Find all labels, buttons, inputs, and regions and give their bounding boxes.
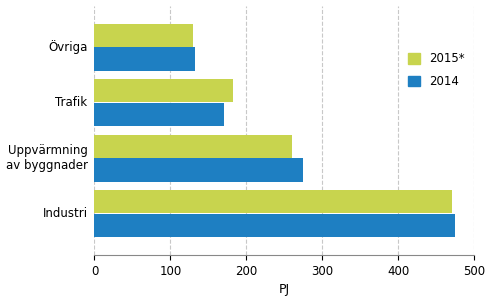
Legend: 2015*, 2014: 2015*, 2014 (405, 49, 468, 92)
Bar (94, 103, 224, 126)
Bar (94, 24, 193, 47)
Bar (94, 158, 303, 182)
Bar (94, 190, 452, 213)
Bar (94, 134, 292, 158)
X-axis label: PJ: PJ (279, 284, 290, 297)
Bar (94, 79, 233, 102)
Bar (94, 214, 455, 237)
Bar (94, 47, 195, 71)
